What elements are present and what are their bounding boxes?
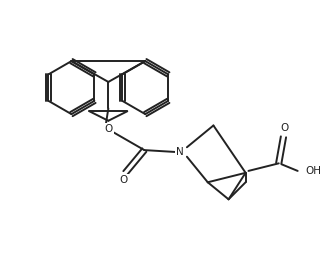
Text: N: N (176, 147, 184, 157)
Text: O: O (119, 175, 128, 185)
Text: O: O (104, 124, 112, 134)
Text: OH: OH (305, 166, 321, 176)
Text: O: O (280, 123, 289, 133)
